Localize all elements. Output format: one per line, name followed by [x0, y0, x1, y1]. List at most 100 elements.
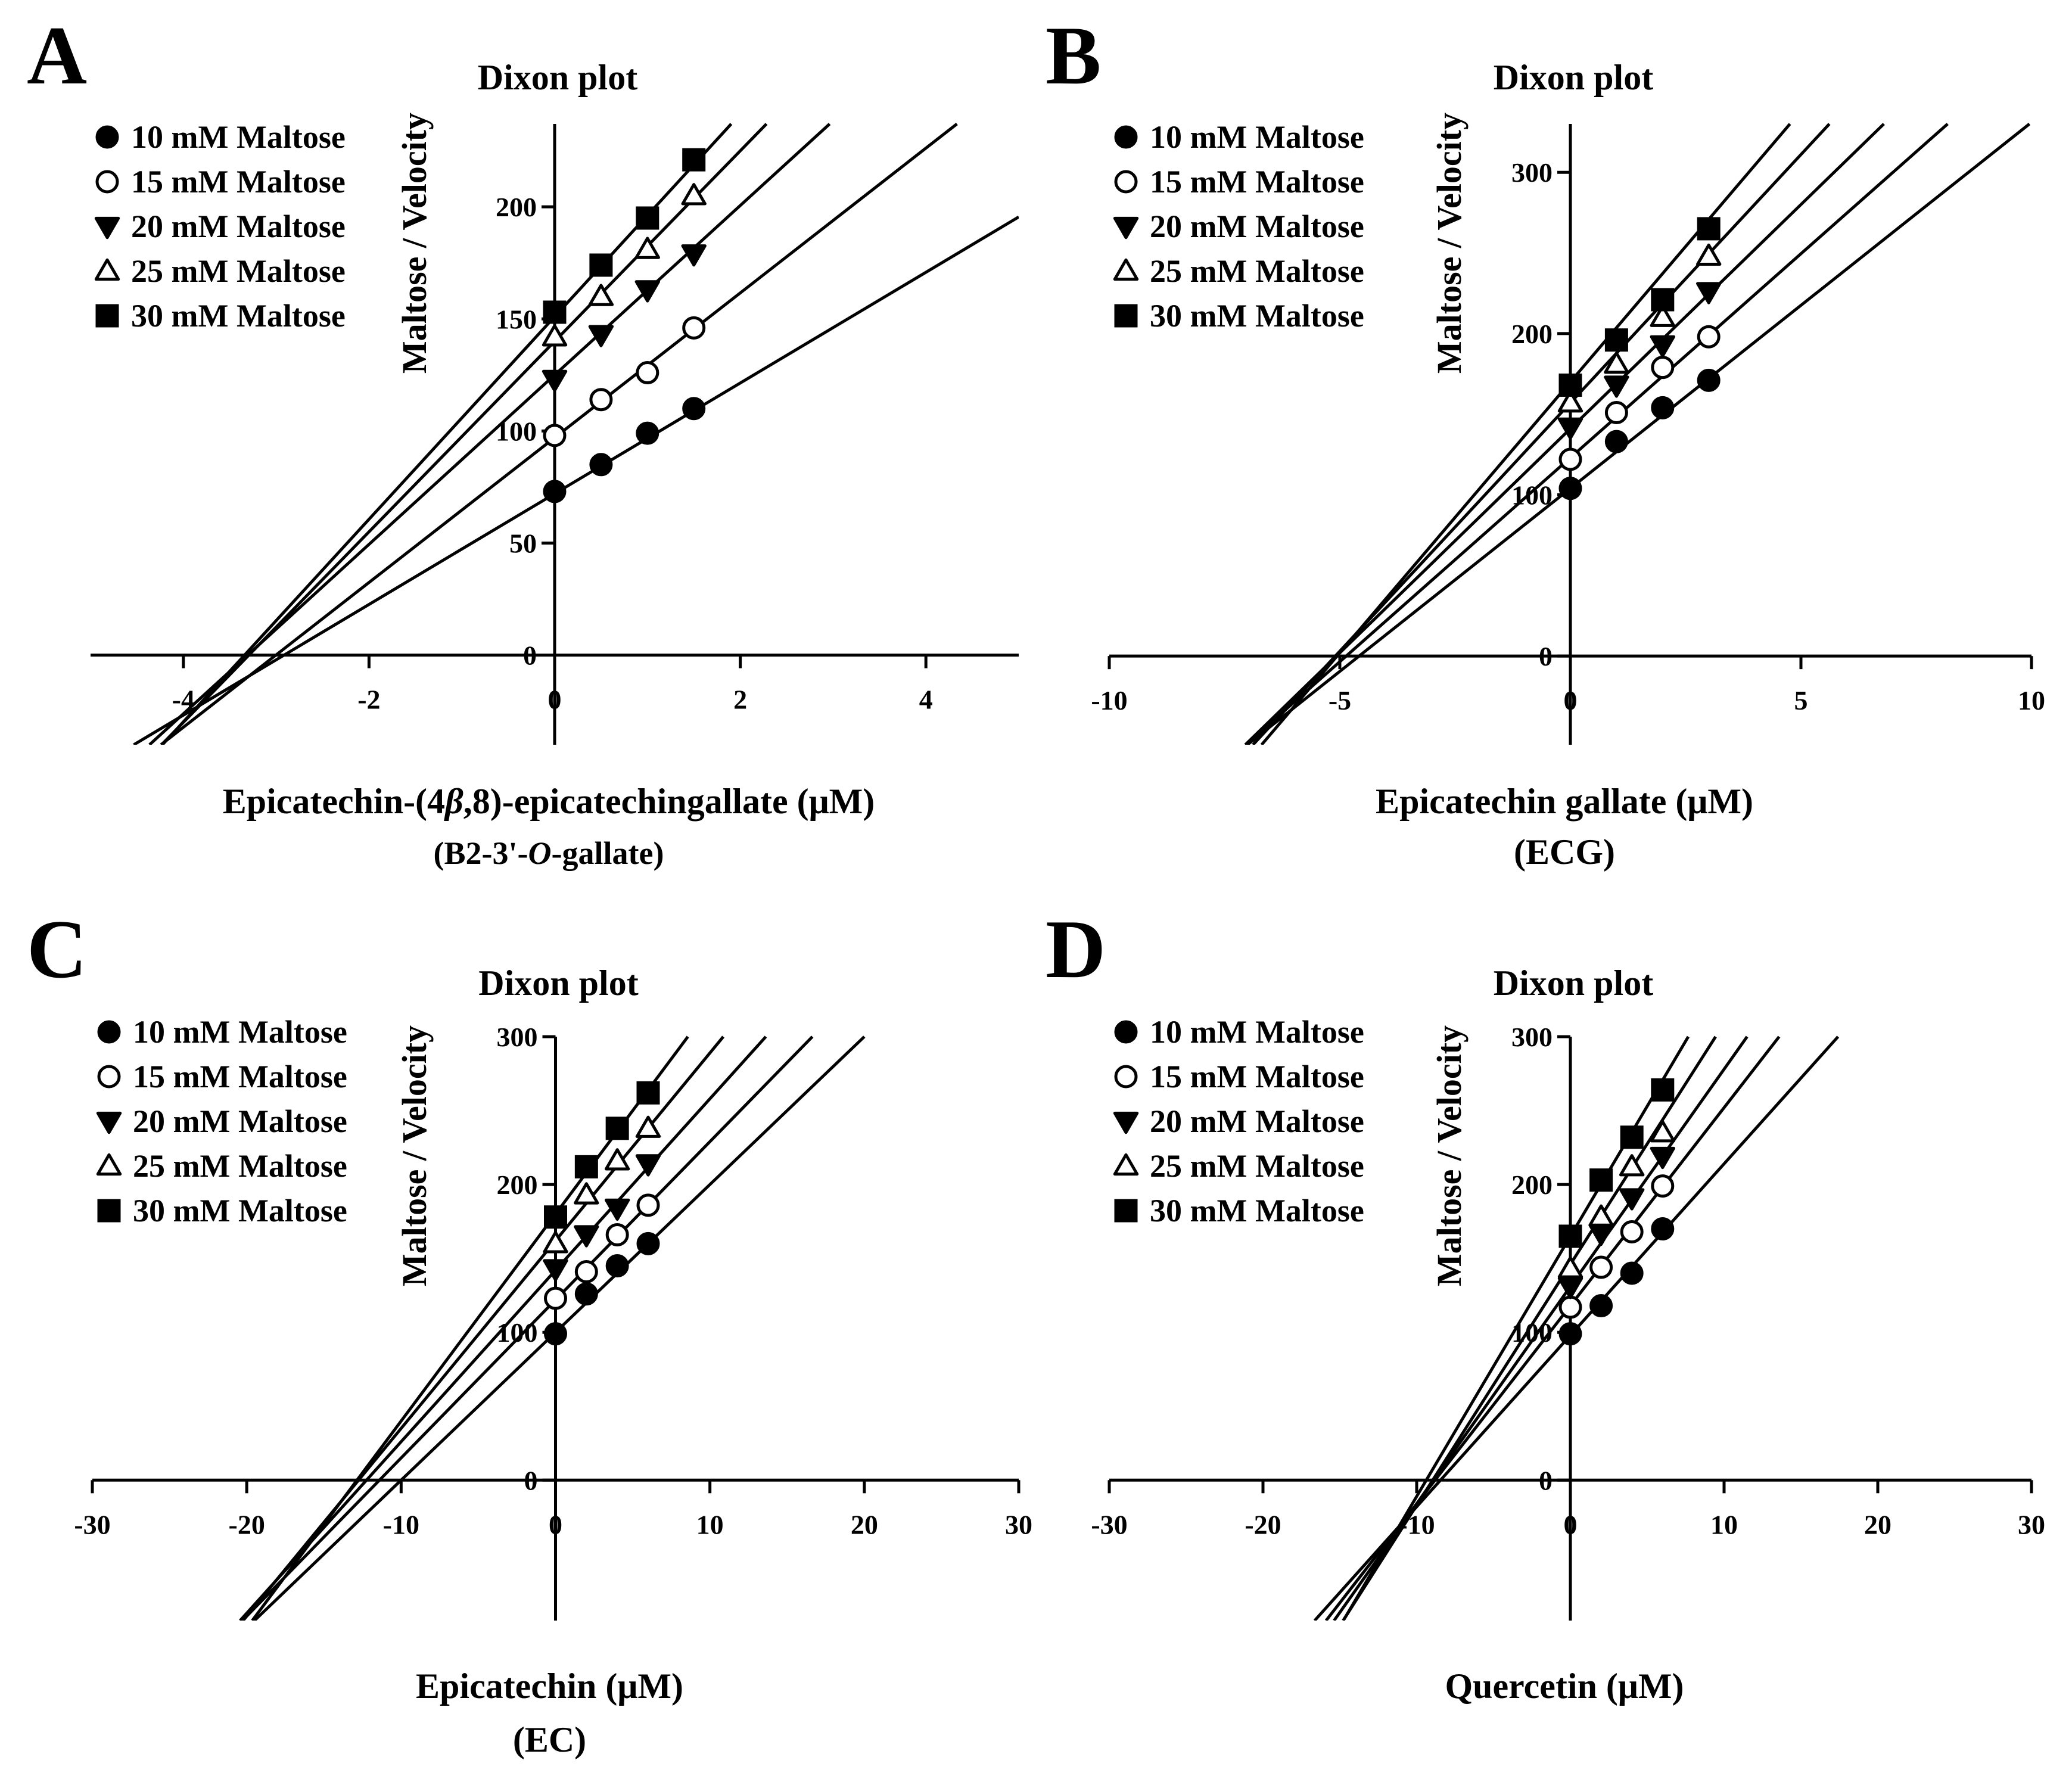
data-point	[544, 1286, 567, 1310]
x-tick-label: 10	[2018, 685, 2045, 716]
legend-label: 10 mM Maltose	[1150, 1014, 1364, 1050]
data-point	[681, 183, 707, 206]
data-point	[1651, 1078, 1675, 1102]
x-tick-label: 30	[1005, 1509, 1032, 1540]
series-3	[1557, 1146, 1675, 1299]
panel-label: C	[27, 903, 87, 996]
data-point	[636, 206, 659, 230]
series-5	[1558, 217, 1721, 397]
data-point	[1620, 1125, 1644, 1149]
y-tick-label: 200	[496, 192, 537, 222]
data-point	[635, 1115, 661, 1138]
data-point	[543, 1259, 568, 1282]
data-point	[636, 1193, 660, 1217]
data-point	[1651, 356, 1675, 380]
data-point	[544, 1322, 567, 1346]
panel-c: C Dixon plot-30 -20 -10 0 10 20 300100200300Mal…	[27, 903, 1032, 1759]
series-5	[543, 148, 706, 324]
legend-label: 15 mM Maltose	[1150, 164, 1364, 200]
data-point	[682, 148, 706, 172]
series-1	[1558, 1217, 1675, 1346]
fit-line-3	[1333, 1035, 1749, 1621]
legend-marker	[97, 1020, 121, 1044]
data-point	[1557, 1277, 1583, 1299]
data-point	[1651, 1217, 1675, 1241]
data-point	[589, 453, 613, 477]
data-point	[1604, 328, 1628, 352]
data-point	[636, 1081, 660, 1105]
data-point	[1650, 1146, 1675, 1170]
legend-marker	[96, 1153, 122, 1176]
data-point	[1604, 400, 1628, 424]
fit-line-2	[241, 1035, 814, 1621]
x-tick-label: 30	[2018, 1509, 2045, 1540]
legend-marker	[1114, 1199, 1138, 1223]
legend-marker	[1113, 1153, 1139, 1176]
series-3	[542, 244, 707, 393]
data-point	[589, 253, 613, 277]
y-tick-label: 200	[1511, 1170, 1553, 1200]
y-tick-label: 200	[497, 1170, 538, 1200]
fit-line-2	[1245, 123, 1949, 745]
data-point	[1588, 1204, 1614, 1227]
series-1	[543, 397, 706, 503]
legend-marker	[95, 125, 119, 149]
x-tick-label: 4	[919, 685, 933, 715]
legend-marker	[1113, 258, 1139, 281]
fit-lines	[1244, 123, 2031, 745]
legend-marker	[94, 258, 120, 281]
data-point	[1697, 325, 1721, 349]
data-point	[634, 280, 660, 303]
x-axis-label: Epicatechin (μM)	[416, 1666, 683, 1706]
x-tick-label: 0	[1564, 685, 1578, 716]
data-point	[1619, 1154, 1645, 1177]
data-point	[1696, 243, 1722, 266]
data-point	[544, 1205, 567, 1229]
legend-label: 25 mM Maltose	[1150, 1148, 1364, 1184]
legend-label: 25 mM Maltose	[131, 253, 346, 289]
data-point	[1620, 1220, 1644, 1243]
fit-line-4	[1342, 1035, 1717, 1621]
data-point	[1604, 352, 1629, 374]
x-tick-label: -20	[229, 1509, 265, 1540]
series-2	[544, 1193, 660, 1310]
y-tick-label: 100	[496, 416, 537, 446]
legend-label: 20 mM Maltose	[1150, 1103, 1364, 1139]
data-point	[1557, 1256, 1583, 1279]
data-point	[635, 1154, 661, 1177]
legend-label: 30 mM Maltose	[1150, 298, 1364, 334]
data-point	[1558, 447, 1582, 471]
series-1	[544, 1232, 660, 1346]
data-point	[543, 424, 567, 447]
data-point	[1588, 1223, 1614, 1246]
data-point	[682, 316, 706, 340]
y-tick-label: 150	[496, 304, 537, 334]
series-5	[1558, 1078, 1675, 1248]
legend-label: 25 mM Maltose	[133, 1148, 347, 1184]
chart-title: Dixon plot	[478, 58, 637, 97]
data-point	[1651, 1174, 1675, 1198]
legend-label: 10 mM Maltose	[133, 1014, 347, 1050]
series-1	[1558, 368, 1721, 500]
data-point	[1557, 417, 1583, 440]
legend-label: 15 mM Maltose	[133, 1059, 347, 1094]
data-point	[636, 361, 659, 385]
data-point	[1697, 217, 1721, 241]
legend-label: 20 mM Maltose	[1150, 209, 1364, 244]
data-point	[605, 1223, 629, 1246]
data-point	[1604, 375, 1629, 398]
legend-label: 25 mM Maltose	[1150, 253, 1364, 289]
x-tick-label: 0	[549, 1509, 562, 1540]
y-axis-label: Maltose / Velocity	[395, 113, 434, 374]
data-point	[543, 300, 567, 324]
data-point	[682, 397, 706, 421]
data-point	[1558, 373, 1582, 397]
series-5	[544, 1081, 660, 1229]
data-point	[1650, 304, 1675, 327]
data-point	[574, 1260, 598, 1283]
legend-label: 30 mM Maltose	[131, 298, 346, 334]
x-tick-label: -10	[1091, 685, 1127, 716]
x-tick-label: -20	[1245, 1509, 1281, 1540]
x-tick-label: -2	[357, 685, 380, 715]
